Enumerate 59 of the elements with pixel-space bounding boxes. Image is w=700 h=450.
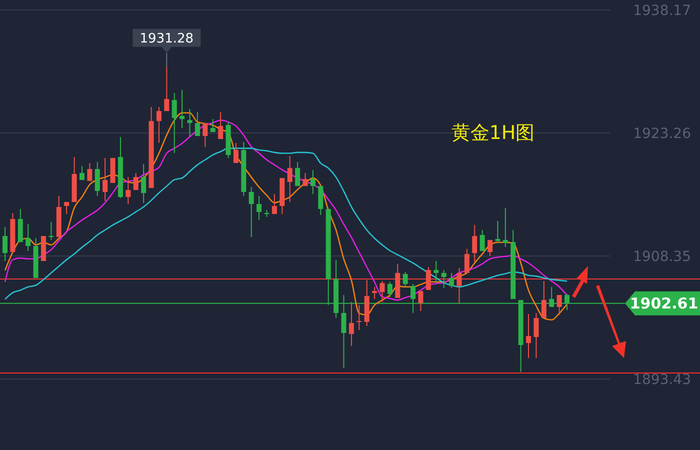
candlestick [556,294,562,316]
candlestick [472,224,478,262]
annotation: 1931.28 [140,32,194,46]
candlestick [180,90,185,129]
y-tick-label: 1938.17 [633,2,691,19]
candlestick [434,260,439,282]
candlestick [318,186,324,216]
candlestick [464,248,470,274]
candlestick [449,272,454,288]
candlestick [218,112,224,140]
candlestick [348,302,354,346]
candlestick [456,268,462,304]
candlestick [380,280,385,303]
candlestick [187,108,192,137]
candlestick [418,290,424,312]
y-tick-label: 1893.43 [633,372,691,388]
candlestick [502,207,508,248]
candlestick [387,281,392,298]
candlestick [102,157,108,202]
candlestick [526,313,532,359]
candlestick [172,92,177,154]
text: 黄金1H图 [451,122,535,144]
candlestick [194,112,200,137]
candlestick [87,162,92,182]
candlestick [2,226,8,262]
candlestick [541,280,546,319]
candlestick [310,170,316,195]
candlestick [64,202,70,214]
candlestick [356,304,362,330]
candlestick [534,312,539,359]
candlestick [302,172,308,187]
candlestick [94,162,100,197]
candlestick [426,266,431,290]
y-tick-label: 1923.26 [633,126,692,142]
line-series [4,148,568,300]
candlestick [18,208,23,243]
candlestick [233,142,238,164]
y-tick-label: 1908.35 [633,248,691,265]
candlestick [287,155,292,203]
candlestick [372,286,378,300]
candlestick [248,186,254,238]
candlestick [141,163,146,204]
candlestick [495,220,500,244]
candlestick [402,271,408,288]
candlestick [156,106,162,144]
candlestick [480,229,485,252]
candlestick [133,172,138,190]
candlestick [210,118,216,132]
candlestick [79,165,84,180]
candlestick [256,196,262,221]
candlestick [272,194,277,214]
candlestick [295,162,300,187]
candlestick [126,176,131,205]
candlestick [26,223,31,252]
candlestick [48,221,54,240]
candlestick [202,122,208,148]
ref-line-label: 1902.61 [630,294,698,313]
candlestick [441,270,446,288]
candlestick [488,239,493,256]
